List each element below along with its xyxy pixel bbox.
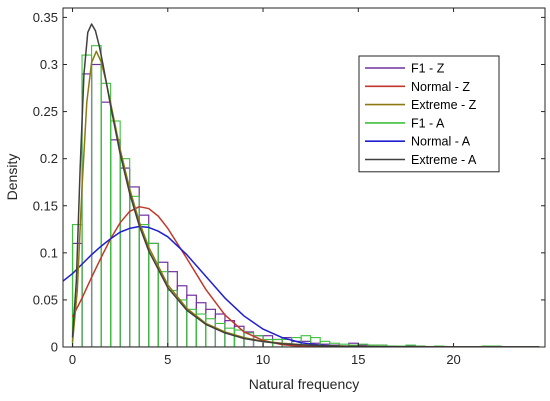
legend-label: F1 - A <box>411 116 445 130</box>
y-tick-label: 0.35 <box>33 10 58 25</box>
y-tick-label: 0.2 <box>40 151 58 166</box>
x-tick-label: 10 <box>256 352 270 367</box>
legend-label: Extreme - Z <box>411 98 477 112</box>
legend-box <box>358 55 500 173</box>
legend-label: Normal - Z <box>411 80 470 94</box>
y-axis: 0 0.05 0.1 0.15 0.2 0.25 0.3 0.35 <box>33 10 545 355</box>
y-tick-label: 0.3 <box>40 57 58 72</box>
y-tick-label: 0.1 <box>40 245 58 260</box>
curve-normal-a <box>63 225 540 347</box>
x-tick-label: 20 <box>446 352 460 367</box>
x-tick-label: 0 <box>69 352 76 367</box>
plot-frame <box>62 7 546 348</box>
y-tick-label: 0 <box>51 340 58 355</box>
x-axis-label: Natural frequency <box>249 376 360 392</box>
y-tick-label: 0.05 <box>33 292 58 307</box>
y-tick-label: 0.25 <box>33 104 58 119</box>
legend-label: Extreme - A <box>411 153 477 167</box>
y-axis-label: Density <box>4 154 20 201</box>
x-tick-label: 5 <box>164 352 171 367</box>
x-tick-label: 15 <box>351 352 365 367</box>
x-axis: 0 5 10 15 20 <box>69 8 461 367</box>
y-tick-label: 0.15 <box>33 198 58 213</box>
legend: F1 - Z Normal - Z Extreme - Z F1 - A Normal … <box>358 55 500 173</box>
legend-label: F1 - Z <box>411 62 445 76</box>
curve-extreme-a <box>71 23 540 347</box>
legend-label: Normal - A <box>411 135 471 149</box>
